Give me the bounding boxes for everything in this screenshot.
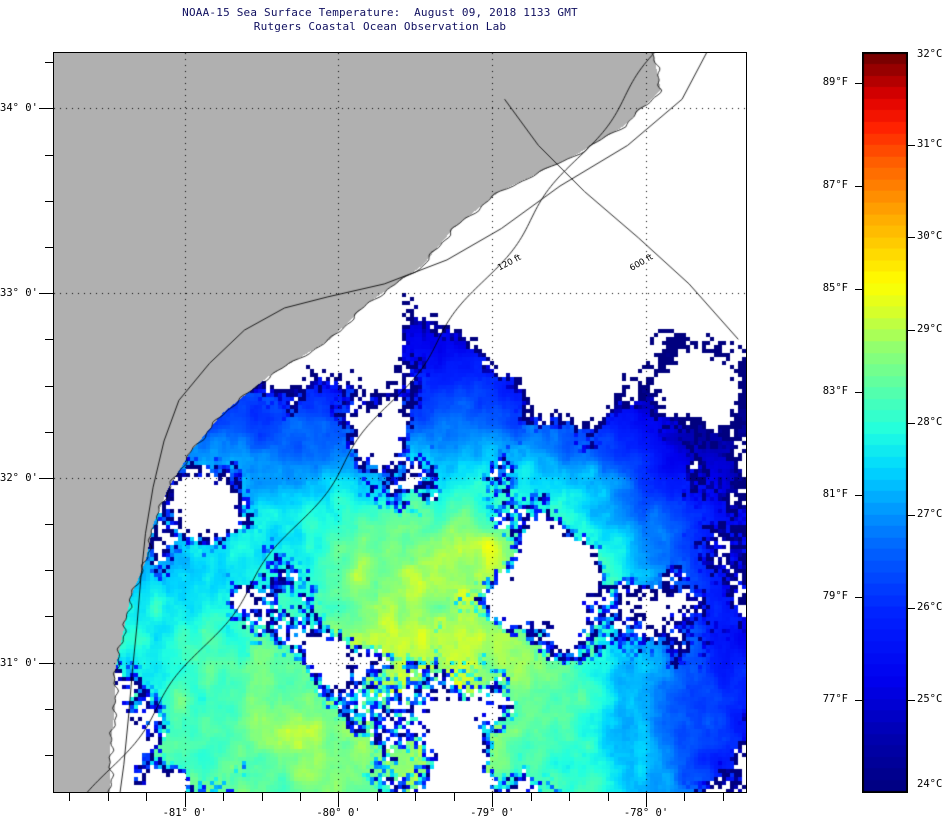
colorbar-tick-c <box>908 237 915 238</box>
colorbar-tick-c <box>908 700 915 701</box>
colorbar-tick-c <box>908 423 915 424</box>
axis-tick <box>146 793 147 801</box>
y-axis-label: 31° 0' <box>0 656 38 669</box>
colorbar-label-celsius: 32°C <box>917 48 943 60</box>
colorbar-tick-c <box>908 330 915 331</box>
axis-tick <box>223 793 224 801</box>
axis-tick <box>45 201 53 202</box>
chart-subtitle: Rutgers Coastal Ocean Observation Lab <box>253 20 507 33</box>
axis-tick <box>338 793 339 807</box>
axis-tick <box>45 247 53 248</box>
colorbar-label-fahrenheit: 85°F <box>822 281 848 294</box>
axis-tick <box>646 793 647 807</box>
colorbar-label-celsius: 30°C <box>917 230 943 243</box>
axis-tick <box>262 793 263 801</box>
colorbar-label-celsius: 29°C <box>917 322 943 335</box>
temperature-colorbar <box>862 52 908 793</box>
colorbar-label-celsius: 26°C <box>917 600 943 613</box>
axis-tick <box>39 108 53 109</box>
y-axis-label: 32° 0' <box>0 471 38 484</box>
axis-tick <box>39 478 53 479</box>
axis-tick <box>723 793 724 801</box>
colorbar-label-fahrenheit: 77°F <box>822 693 848 706</box>
x-axis-label: -81° 0' <box>162 807 207 819</box>
axis-tick <box>45 62 53 63</box>
x-axis-label: -79° 0' <box>470 807 515 819</box>
sst-map-frame: 120 ft 600 ft <box>53 52 747 793</box>
axis-tick <box>108 793 109 801</box>
axis-tick <box>300 793 301 801</box>
axis-tick <box>45 386 53 387</box>
axis-tick <box>45 709 53 710</box>
colorbar-label-fahrenheit: 83°F <box>822 384 848 397</box>
colorbar-tick-c <box>908 515 915 516</box>
colorbar-label-celsius: 25°C <box>917 693 943 706</box>
colorbar-label-fahrenheit: 81°F <box>822 487 848 500</box>
chart-title-block: NOAA-15 Sea Surface Temperature: August … <box>0 6 760 34</box>
axis-tick <box>492 793 493 807</box>
axis-tick <box>45 570 53 571</box>
chart-title: NOAA-15 Sea Surface Temperature: August … <box>182 6 578 19</box>
axis-tick <box>39 663 53 664</box>
colorbar-group <box>862 52 908 793</box>
colorbar-label-fahrenheit: 79°F <box>822 590 848 603</box>
colorbar-tick-f <box>855 186 862 187</box>
axis-tick <box>377 793 378 801</box>
colorbar-label-celsius: 31°C <box>917 137 943 150</box>
axis-tick <box>45 755 53 756</box>
axis-tick <box>415 793 416 801</box>
y-axis-label: 34° 0' <box>0 102 38 115</box>
colorbar-label-celsius: 27°C <box>917 508 943 521</box>
axis-tick <box>531 793 532 801</box>
colorbar-tick-f <box>855 495 862 496</box>
colorbar-label-fahrenheit: 87°F <box>822 178 848 191</box>
axis-tick <box>45 155 53 156</box>
colorbar-tick-f <box>855 289 862 290</box>
y-axis-label: 33° 0' <box>0 287 38 300</box>
x-axis-label: -78° 0' <box>623 807 669 819</box>
colorbar-label-celsius: 24°C <box>917 778 943 790</box>
colorbar-tick-f <box>855 597 862 598</box>
axis-tick <box>454 793 455 801</box>
axis-tick <box>45 524 53 525</box>
axis-tick <box>569 793 570 801</box>
colorbar-tick-f <box>855 392 862 393</box>
colorbar-tick-f <box>855 83 862 84</box>
axis-tick <box>684 793 685 801</box>
axis-tick <box>45 432 53 433</box>
axis-tick <box>608 793 609 801</box>
axis-tick <box>185 793 186 807</box>
axis-tick <box>45 616 53 617</box>
colorbar-tick-f <box>855 700 862 701</box>
x-axis-label: -80° 0' <box>316 807 361 819</box>
colorbar-tick-c <box>908 145 915 146</box>
axis-tick <box>45 339 53 340</box>
colorbar-tick-c <box>908 608 915 609</box>
axis-tick <box>39 293 53 294</box>
sst-heatmap-canvas <box>54 53 746 792</box>
colorbar-label-celsius: 28°C <box>917 415 943 428</box>
colorbar-label-fahrenheit: 89°F <box>822 75 848 88</box>
axis-tick <box>69 793 70 801</box>
